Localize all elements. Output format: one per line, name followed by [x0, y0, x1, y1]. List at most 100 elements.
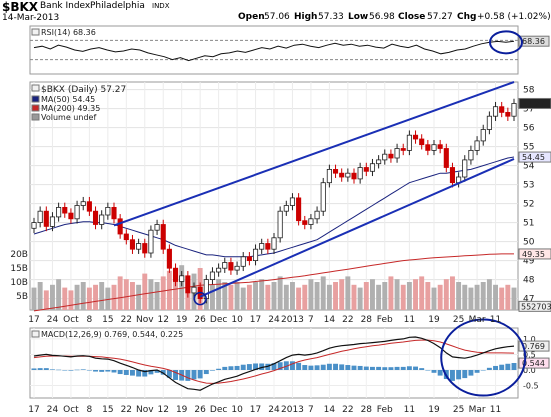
candle-body [111, 206, 117, 220]
macd-histogram-bar [37, 368, 43, 370]
x-axis-labels: 17 17 24 24 Oct Oct 8 8 15 15 22 22 Nov Nov 12 12 19 19 26… [28, 315, 501, 415]
macd-histogram-bar [148, 370, 154, 375]
volume-bar [345, 276, 351, 310]
price-legend-item: Volume undef [41, 113, 96, 122]
price-x-tick: 24 [47, 315, 59, 325]
macd-histogram-bar [456, 370, 462, 380]
price-candle [388, 149, 394, 163]
macd-x-tick: 14 [324, 405, 336, 415]
volume-y-tick: 10B [10, 278, 28, 288]
price-y-tick: 56 [523, 124, 535, 134]
macd-histogram-bar [50, 369, 55, 370]
price-candle [148, 225, 154, 258]
candle-body [74, 205, 80, 220]
price-y-tick: 57 [523, 105, 534, 115]
candle-body [499, 106, 505, 113]
candle-body [332, 168, 339, 174]
macd-histogram-bar [228, 366, 234, 370]
price-title: $BKX (Daily) 57.27 [41, 85, 126, 95]
price-candle [277, 206, 283, 243]
price-candle [154, 219, 160, 235]
volume-bar [216, 279, 222, 310]
candle-body [511, 103, 517, 117]
price-candle [43, 206, 49, 232]
macd-histogram-bar [296, 362, 302, 370]
macd-histogram-bar [425, 370, 431, 371]
signal-value-box [518, 357, 550, 369]
price-x-tick: 7 [308, 315, 314, 325]
price-candle [474, 136, 480, 156]
candle-body [462, 159, 468, 178]
price-candle [406, 130, 412, 156]
macd-histogram-bar [499, 364, 505, 370]
macd-y-tick: 1.0 [523, 335, 536, 344]
volume-bar [290, 282, 295, 310]
macd-histogram-bar [271, 363, 277, 370]
macd-histogram-bar [203, 370, 209, 375]
macd-histogram-bar [80, 369, 86, 370]
price-x-tick: 25 [453, 315, 464, 325]
macd-x-tick: Dec [210, 405, 227, 415]
candle-body [283, 205, 289, 212]
price-y-tick: 51 [523, 219, 534, 229]
macd-histogram-bar [246, 364, 252, 370]
volume-bar [413, 279, 418, 310]
price-candle [376, 155, 382, 169]
price-legend-box [31, 84, 40, 92]
macd-y-tick: 0.0 [523, 366, 536, 375]
volume-bar [308, 279, 314, 310]
candle-body [400, 148, 406, 151]
macd-histogram-bar [480, 370, 486, 371]
macd-signal-line [33, 339, 515, 384]
candle-body [234, 265, 240, 271]
price-x-tick: 17 [28, 315, 39, 325]
candle-body [117, 218, 123, 235]
volume-bar [333, 282, 338, 310]
price-candle [136, 238, 142, 254]
price-candle [486, 111, 492, 135]
price-y-tick: 47 [523, 295, 534, 305]
change-value: +0.58 (+1.02%) [477, 12, 551, 22]
price-candle [209, 267, 216, 285]
macd-x-tick: 17 [28, 405, 39, 415]
macd-histogram-bar [68, 370, 74, 371]
price-candle [111, 202, 117, 224]
volume-bar [74, 284, 80, 310]
open-value: 57.06 [264, 12, 290, 22]
channel-lower-line [199, 158, 515, 298]
price-x-tick: 15 [102, 315, 113, 325]
chart-header: $BKX Bank Index Philadelphia INDX 14-Mar… [0, 0, 551, 24]
price-x-tick: 22 [342, 315, 353, 325]
macd-x-tick: 26 [194, 405, 206, 415]
candle-body [228, 262, 234, 271]
volume-bar [160, 276, 166, 310]
price-candle [240, 252, 246, 272]
quote-date: 14-Mar-2013 [2, 13, 60, 23]
macd-histogram-bar [376, 366, 382, 370]
volume-bar [68, 290, 74, 310]
price-y-tick: 52 [523, 200, 534, 210]
candle-body [492, 106, 499, 117]
volume-bar [31, 287, 37, 310]
volume-bar [456, 282, 462, 310]
price-candle [419, 134, 425, 150]
macd-x-tick: 11 [404, 405, 415, 415]
volume-bar [179, 265, 185, 310]
macd-histogram-bar [505, 363, 511, 370]
price-candle [105, 202, 111, 220]
price-candle [314, 206, 320, 224]
volume-bar [493, 284, 498, 310]
macd-histogram-bar [468, 370, 474, 376]
price-candle [86, 196, 92, 216]
price-x-tick: Nov [136, 315, 154, 325]
last-price-tag: 57.27 [522, 99, 545, 108]
candle-body [277, 210, 283, 239]
macd-histogram-bar [333, 363, 338, 370]
price-candle [179, 271, 185, 287]
macd-histogram-bar [462, 370, 468, 379]
last-price-tag-box [518, 97, 551, 109]
volume-bar [259, 279, 265, 310]
ma50-tag-box [518, 151, 551, 163]
candle-body [480, 129, 486, 142]
